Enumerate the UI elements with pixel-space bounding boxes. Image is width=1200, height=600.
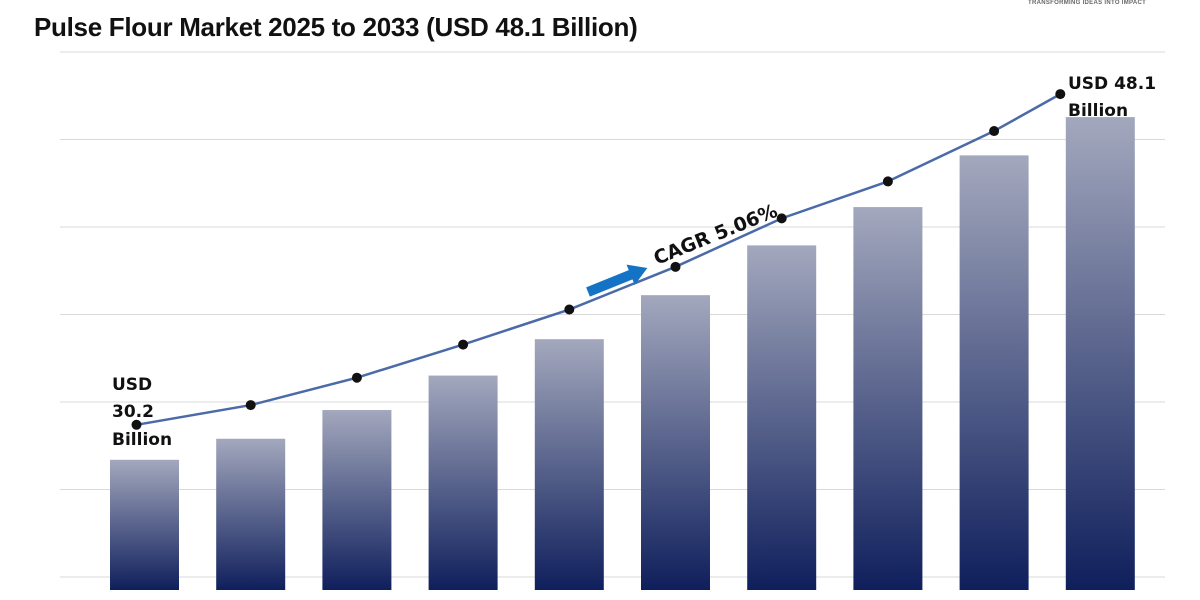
bar (110, 459, 179, 590)
bar (641, 295, 710, 590)
chart-title: Pulse Flour Market 2025 to 2033 (USD 48.… (34, 12, 638, 42)
bar (216, 438, 286, 590)
end-label-line-2: Billion (1068, 101, 1128, 121)
bar (322, 410, 392, 590)
start-label: USD 30.2 Billion (112, 375, 172, 450)
cagr-arrow-icon (586, 264, 648, 297)
bar (959, 155, 1029, 591)
trend-point (670, 261, 681, 272)
start-label-line-1: USD (112, 375, 152, 395)
trend-point (882, 176, 893, 187)
end-label-line-1: USD 48.1 (1068, 74, 1156, 94)
bar (1065, 117, 1135, 591)
bar (534, 339, 604, 590)
start-label-line-2: 30.2 (112, 402, 154, 422)
trend-point (989, 126, 1000, 137)
start-label-line-3: Billion (112, 430, 172, 450)
trend-point (351, 372, 362, 383)
trend-point (1055, 89, 1066, 100)
trend-point (458, 339, 469, 350)
bar (428, 375, 498, 590)
trend-line (136, 93, 1061, 427)
trend-point (776, 213, 787, 224)
trend-point (564, 304, 575, 315)
bar (853, 207, 923, 590)
logo-tagline: TRANSFORMING IDEAS INTO IMPACT (1028, 0, 1147, 6)
trend-point (245, 400, 256, 411)
bar (747, 245, 817, 591)
trend-point (131, 419, 142, 430)
end-label: USD 48.1 Billion (1068, 74, 1156, 121)
